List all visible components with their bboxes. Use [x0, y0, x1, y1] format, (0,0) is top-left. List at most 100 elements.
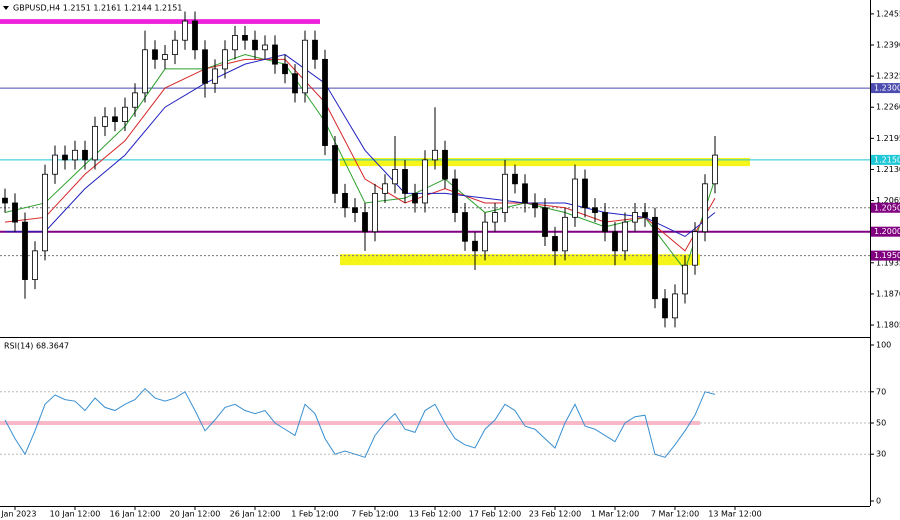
candle-body	[272, 44, 278, 65]
candle-body	[242, 35, 248, 41]
level-tag	[871, 202, 900, 213]
candle-body	[512, 173, 518, 185]
candle-body	[662, 298, 668, 319]
x-tick-label: 26 Jan 12:00	[230, 510, 281, 519]
zone	[340, 254, 700, 266]
level-label: 1.2000	[874, 227, 900, 236]
candle-body	[422, 159, 428, 204]
rsi-title: RSI(14) 68.3647	[4, 342, 69, 351]
candle-body	[412, 192, 418, 204]
candle-body	[452, 178, 458, 213]
candle-body	[342, 192, 348, 209]
level-label: 1.1950	[874, 251, 900, 260]
candle-body	[532, 202, 538, 209]
x-tick-label: 13 Mar 12:00	[708, 510, 761, 519]
candle-body	[442, 149, 448, 180]
candle-body	[542, 207, 548, 237]
candle-body	[332, 145, 338, 194]
candle-body	[622, 221, 628, 252]
rsi-tick-label: 50	[876, 419, 886, 428]
candle-body	[112, 116, 118, 122]
zone	[340, 157, 750, 167]
candle-body	[712, 154, 718, 185]
x-tick-label: 20 Jan 12:00	[170, 510, 221, 519]
candle-body	[292, 73, 298, 94]
candle-body	[492, 212, 498, 223]
rsi-tick-label: 30	[876, 450, 886, 459]
candle-body	[92, 125, 98, 161]
level-label: 1.2300	[874, 84, 900, 93]
candle-body	[212, 68, 218, 84]
candle-body	[592, 207, 598, 213]
candle-body	[402, 169, 408, 194]
rsi-line	[4, 387, 716, 458]
candle-body	[302, 39, 308, 94]
rsi-tick-label: 0	[876, 497, 881, 506]
y-tick-label: 1.1870	[876, 289, 900, 298]
candle-body	[262, 44, 268, 51]
candle-body	[562, 216, 568, 252]
candle-body	[102, 116, 108, 127]
y-tick-label: 1.2065	[876, 196, 900, 205]
level-tag	[871, 83, 900, 94]
candle-body	[522, 183, 528, 204]
candle-body	[602, 212, 608, 233]
level-label: 1.2150	[874, 155, 900, 164]
zone	[0, 19, 320, 24]
candle-body	[642, 212, 648, 218]
level-tag	[871, 250, 900, 261]
candle-body	[142, 49, 148, 94]
candle-body	[392, 169, 398, 185]
candle-body	[162, 54, 168, 60]
candle-body	[692, 231, 698, 266]
candle-body	[32, 250, 38, 280]
candle-body	[222, 49, 228, 70]
candle-body	[572, 178, 578, 218]
candle-body	[62, 154, 68, 161]
candle-body	[72, 149, 78, 161]
candle-body	[132, 92, 138, 108]
level-tag	[871, 154, 900, 165]
candle-body	[502, 173, 508, 213]
x-tick-label: 16 Jan 12:00	[110, 510, 161, 519]
candle-body	[652, 216, 658, 300]
candle-body	[282, 63, 288, 75]
candle-body	[612, 231, 618, 252]
candle-body	[682, 264, 688, 295]
x-tick-label: 7 Feb 12:00	[351, 510, 398, 519]
candle-body	[382, 183, 388, 194]
menu-arrow[interactable]	[3, 6, 9, 10]
y-tick-label: 1.2455	[876, 9, 900, 18]
candle-body	[702, 183, 708, 233]
x-tick-label: 4 Jan 2023	[0, 510, 36, 519]
candle-body	[372, 192, 378, 233]
candle-body	[42, 173, 48, 252]
candle-body	[672, 293, 678, 319]
rsi-tick-label: 100	[876, 341, 891, 350]
level-tag	[871, 226, 900, 237]
candle-body	[252, 39, 258, 51]
y-tick-label: 1.2390	[876, 40, 900, 49]
candle-body	[22, 221, 28, 280]
x-tick-label: 7 Mar 12:00	[651, 510, 699, 519]
y-tick-label: 1.2260	[876, 103, 900, 112]
x-tick-label: 10 Jan 12:00	[50, 510, 101, 519]
candle-body	[122, 106, 128, 122]
candle-body	[232, 35, 238, 51]
candle-body	[322, 58, 328, 146]
y-tick-label: 1.2195	[876, 134, 900, 143]
y-tick-label: 1.2130	[876, 165, 900, 174]
candle-body	[432, 149, 438, 161]
candle-body	[632, 212, 638, 223]
candle-body	[312, 39, 318, 60]
candle-body	[482, 221, 488, 252]
candle-body	[12, 202, 18, 223]
candle-body	[52, 154, 58, 175]
x-tick-label: 23 Feb 12:00	[529, 510, 581, 519]
y-tick-label: 1.2325	[876, 72, 900, 81]
candle-body	[152, 49, 158, 60]
candle-body	[362, 212, 368, 233]
candle-body	[182, 20, 188, 41]
x-tick-label: 13 Feb 12:00	[409, 510, 461, 519]
